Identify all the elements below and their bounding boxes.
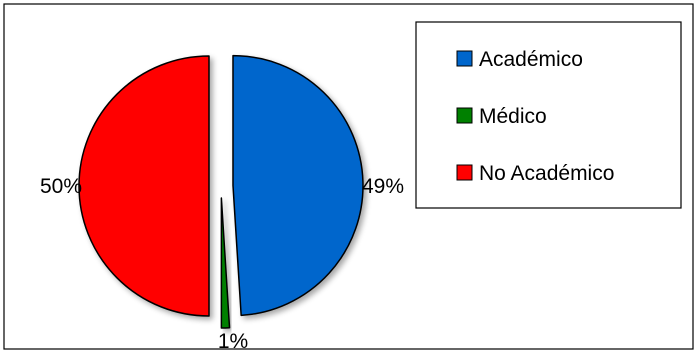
legend-entry: No Académico <box>456 162 614 185</box>
pie-slices <box>78 54 364 329</box>
value-label-acad-mico: 49% <box>362 175 404 198</box>
pie-value-labels: 49% 1% 50% <box>40 175 404 350</box>
legend-label: No Académico <box>479 162 614 185</box>
legend-swatch <box>456 164 473 181</box>
value-label-no-acad-mico: 50% <box>40 175 82 198</box>
legend-swatch <box>456 107 473 124</box>
legend-label: Académico <box>479 48 583 71</box>
legend-entry: Médico <box>456 105 547 128</box>
legend-entries: Académico Médico No Académico <box>456 48 614 185</box>
pie-slice-no-acad-mico <box>78 55 210 317</box>
legend-label: Médico <box>479 105 547 128</box>
legend: Académico Médico No Académico <box>415 21 682 209</box>
pie-slice-acad-mico <box>232 54 364 317</box>
legend-swatch <box>456 50 473 67</box>
pie-slice-m-dico <box>220 197 231 329</box>
value-label-m-dico: 1% <box>218 330 248 350</box>
legend-entry: Académico <box>456 48 583 71</box>
